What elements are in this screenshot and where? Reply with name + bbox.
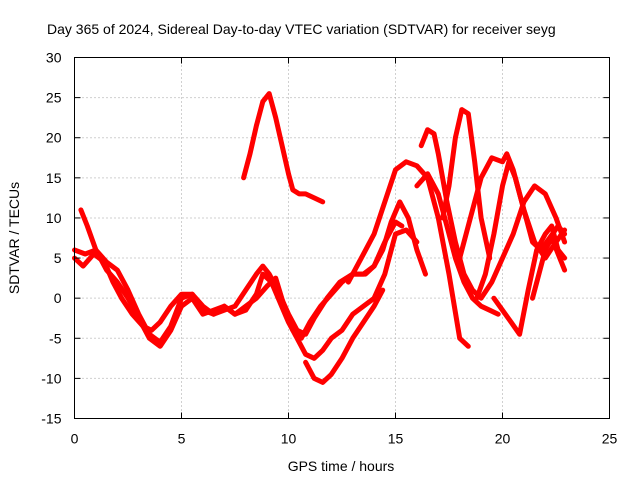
chart-title: Day 365 of 2024, Sidereal Day-to-day VTE… [47,21,556,37]
x-tick-label: 25 [602,431,618,447]
data-series [72,91,568,385]
y-axis-label: SDTVAR / TECUs [6,182,22,294]
x-tick-label: 0 [71,431,79,447]
series-sat-b [72,199,428,345]
series-sat-f [345,159,471,349]
series-sat-l [491,223,568,337]
y-tick-label: -10 [41,370,61,386]
x-tick-label: 15 [388,431,404,447]
y-tick-label: 15 [46,170,62,186]
series-sat-e [303,287,386,385]
y-tick-label: 0 [54,290,62,306]
x-axis-label: GPS time / hours [288,458,395,474]
axis-ticks: 0 5 10 15 20 25 -15 -10 -5 0 5 10 15 20 25 30 [41,50,617,447]
x-tick-label: 20 [495,431,511,447]
y-tick-label: 20 [46,130,62,146]
y-tick-label: 25 [46,90,62,106]
x-tick-label: 5 [178,431,186,447]
series-sat-d [241,91,326,205]
y-tick-label: -5 [49,330,62,346]
series-sat-m [530,235,568,301]
y-tick-label: -15 [41,411,61,427]
series-sat-c [78,207,420,361]
series-sat-h [418,127,568,301]
plot-frame [74,57,610,419]
x-tick-label: 10 [281,431,297,447]
series-sat-g [414,171,501,317]
y-tick-label: 5 [54,250,62,266]
y-tick-label: 10 [46,210,62,226]
y-tick-label: 30 [46,50,62,66]
series-sat-i [440,107,493,261]
